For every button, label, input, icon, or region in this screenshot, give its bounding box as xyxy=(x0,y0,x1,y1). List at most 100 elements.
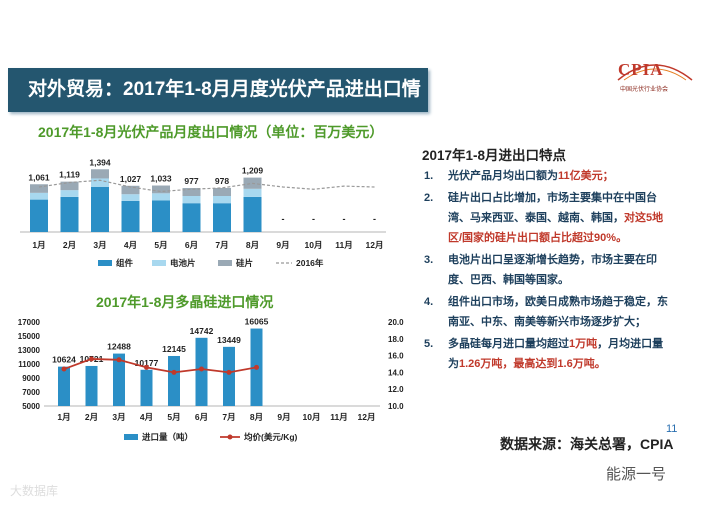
legend-label: 组件 xyxy=(116,258,134,268)
legend-label: 硅片 xyxy=(236,258,253,268)
feature-text: ，月均进口量为 xyxy=(448,338,664,370)
feature-highlight: 11亿美元； xyxy=(558,170,614,182)
legend-swatch xyxy=(124,434,138,440)
bar-value-label: 13449 xyxy=(217,335,241,345)
x-tick-label: 3月 xyxy=(112,412,125,422)
y-left-tick: 13000 xyxy=(18,346,41,355)
data-source: 数据来源：海关总署，CPIA xyxy=(500,436,674,452)
total-label: 1,033 xyxy=(150,174,172,184)
bar-3-3 xyxy=(91,169,109,179)
x-tick-label: 4月 xyxy=(124,240,137,250)
bar-1-2 xyxy=(60,196,79,232)
x-tick-label: 3月 xyxy=(93,240,106,250)
import-bar-7 xyxy=(223,346,235,406)
y-right-tick: 12.0 xyxy=(388,385,404,394)
page-title: 对外贸易：2017年1-8月月度光伏产品进出口情况 xyxy=(8,68,428,144)
panel-title: 2017年1-8月进出口特点 xyxy=(422,148,567,163)
page-number: 11 xyxy=(666,423,678,435)
feature-highlight: 1万吨 xyxy=(569,338,598,350)
x-tick-label: 1月 xyxy=(32,240,45,250)
feature-number: 2. xyxy=(424,192,434,204)
feature-text: 硅片出口占比增加，市场主要集中在中国台湾、马来西亚、泰国、越南、韩国， xyxy=(448,192,657,224)
x-tick-label: 12月 xyxy=(366,240,384,250)
cpia-logo xyxy=(617,64,693,81)
total-label: 1,061 xyxy=(28,172,50,182)
feature-highlight: 1.26万吨，最高达到1.6万吨。 xyxy=(459,358,606,370)
y-right-tick: 14.0 xyxy=(388,368,404,377)
bar-3-4 xyxy=(121,185,140,195)
x-tick-label: 2月 xyxy=(63,240,76,250)
price-point-6 xyxy=(199,366,204,372)
bar-value-label: 12488 xyxy=(107,342,131,352)
legend-label: 进口量（吨） xyxy=(142,432,193,442)
feature-item-1: 1. 光伏产品月均出口额为11亿美元； xyxy=(424,166,674,186)
x-tick-label: 11月 xyxy=(335,240,353,250)
import-chart: 17000 15000 13000 11000 9000 7000 5000 20.0 18.0… xyxy=(18,317,404,442)
bar-1-6 xyxy=(182,203,201,232)
feature-number: 1. xyxy=(424,170,434,182)
legend-swatch xyxy=(218,260,232,266)
x-tick-label: 2月 xyxy=(85,412,98,422)
total-label: - xyxy=(373,214,376,224)
x-tick-label: 5月 xyxy=(167,412,180,422)
total-label: 1,394 xyxy=(89,157,111,167)
bar-3-7 xyxy=(213,187,231,196)
logo-name: CPIA xyxy=(618,60,664,79)
feature-highlight: 对这5地区/国家的硅片出口额占比超过90%。 xyxy=(448,212,664,244)
legend-label: 电池片 xyxy=(170,258,196,268)
bar-2-1 xyxy=(30,192,48,200)
import-bar-5 xyxy=(168,355,180,406)
price-point-5 xyxy=(171,369,177,375)
x-tick-label: 10月 xyxy=(305,240,323,250)
bar-1-3 xyxy=(91,187,109,232)
bar-value-label: 14742 xyxy=(190,326,214,336)
total-label: 1,027 xyxy=(120,174,142,184)
total-label: 1,209 xyxy=(242,166,264,176)
y-left-tick: 17000 xyxy=(18,318,41,327)
feature-item-3: 3. 电池片出口呈逐渐增长趋势，市场主要在印度、巴西、韩国等国家。 xyxy=(424,250,674,290)
y-left-tick: 15000 xyxy=(18,332,41,341)
bar-2-6 xyxy=(182,196,201,204)
feature-item-4: 4. 组件出口市场，欧美日成熟市场趋于稳定，东南亚、中东、南美等新兴市场逐步扩大； xyxy=(424,292,674,332)
feature-number: 3. xyxy=(424,254,434,266)
import-chart-title: 2017年1-8月多晶硅进口情况 xyxy=(96,294,274,310)
y-left-tick: 9000 xyxy=(22,374,40,383)
x-tick-label: 5月 xyxy=(154,240,167,250)
x-tick-label: 7月 xyxy=(222,412,235,422)
y-right-tick: 10.0 xyxy=(388,402,404,411)
bar-3-2 xyxy=(60,181,79,191)
price-point-1 xyxy=(61,366,67,372)
features-list: 1. 光伏产品月均出口额为11亿美元； 2. 硅片出口占比增加，市场主要集中在中国台湾… xyxy=(424,166,674,376)
feature-item-5: 5. 多晶硅每月进口量均超过1万吨，月均进口量为1.26万吨，最高达到1.6万吨。 xyxy=(424,334,674,374)
x-tick-label: 7月 xyxy=(215,240,228,250)
bar-2-2 xyxy=(60,190,79,197)
bar-2-4 xyxy=(121,194,140,201)
y-left-tick: 11000 xyxy=(18,360,40,369)
bar-value-label: 16065 xyxy=(245,317,269,327)
logo-subtitle: 中国光伏行业协会 xyxy=(620,87,669,93)
x-tick-label: 9月 xyxy=(277,412,290,422)
x-tick-label: 6月 xyxy=(185,240,198,250)
bar-2-3 xyxy=(91,178,109,187)
bar-2-5 xyxy=(152,193,170,201)
bar-1-7 xyxy=(213,203,231,232)
bar-value-label: 10624 xyxy=(52,355,76,365)
bar-1-5 xyxy=(152,200,170,232)
y-left-tick: 5000 xyxy=(22,402,40,411)
feature-item-2: 2. 硅片出口占比增加，市场主要集中在中国台湾、马来西亚、泰国、越南、韩国，对这5… xyxy=(424,188,674,248)
x-tick-label: 8月 xyxy=(246,240,259,250)
price-line xyxy=(63,358,257,374)
bar-3-5 xyxy=(152,185,170,194)
feature-text: 多晶硅每月进口量均超过 xyxy=(448,338,569,350)
total-label: - xyxy=(282,214,285,224)
price-point-7 xyxy=(226,369,232,375)
bar-3-6 xyxy=(182,188,201,196)
import-bar-3 xyxy=(113,353,125,406)
export-chart: 1,061 1月 1,119 2月 1,394 3月 1,027 4月 1,033 5月 977 6月… xyxy=(20,157,386,268)
watermark-left: 大数据库 xyxy=(10,484,59,498)
line-2016 xyxy=(38,179,375,193)
feature-number: 5. xyxy=(424,338,434,350)
legend-label: 2016年 xyxy=(296,258,324,268)
bar-value-label: 10177 xyxy=(135,358,159,368)
price-point-2 xyxy=(89,356,94,362)
